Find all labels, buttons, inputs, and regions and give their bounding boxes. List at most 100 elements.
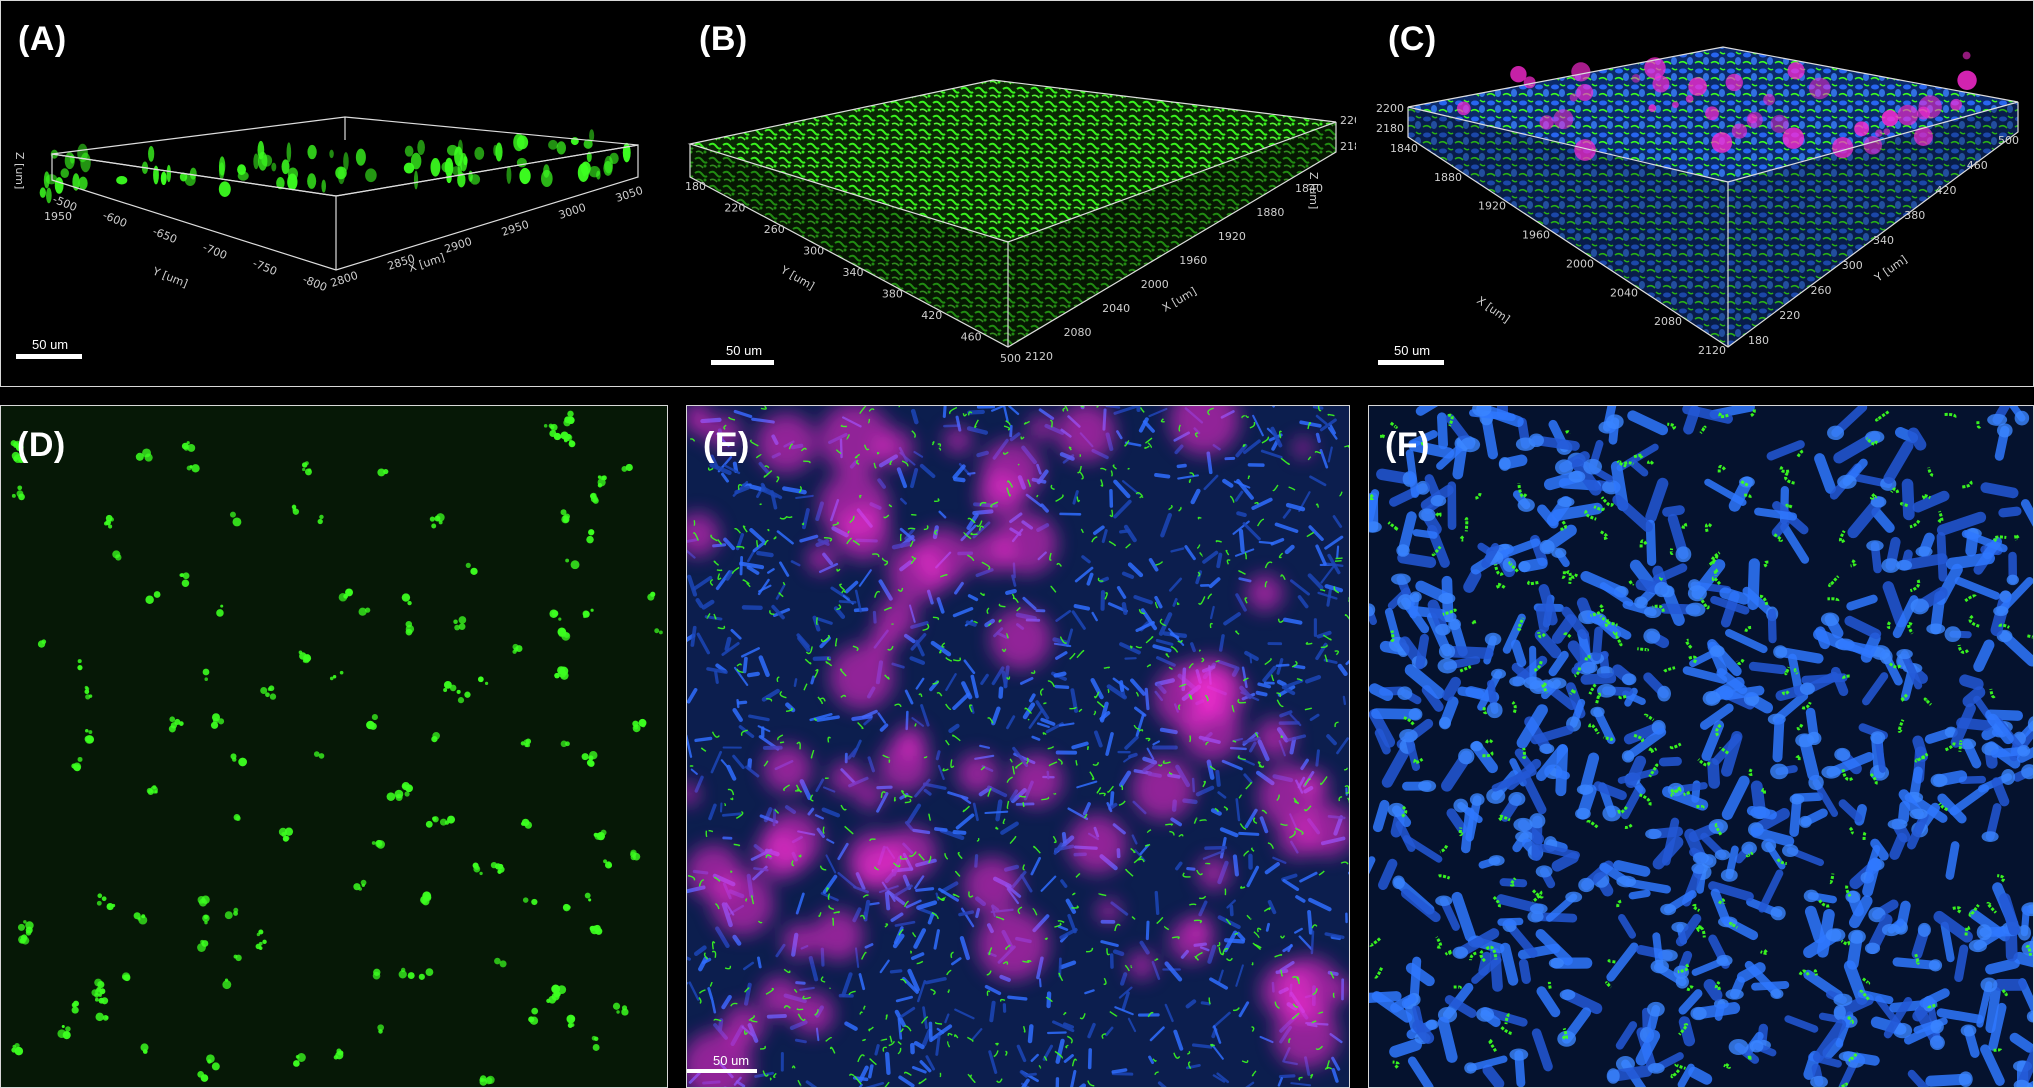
green-bacterium: [1289, 830, 1296, 839]
blue-hypha: [1509, 676, 1526, 687]
green-bacterium: [889, 460, 893, 466]
blue-hypha: [2001, 769, 2016, 785]
blue-hypha: [772, 608, 791, 617]
blue-hypha: [1121, 991, 1130, 1011]
green-cell: [217, 718, 225, 725]
panel-c-x-tick: 1960: [1522, 229, 1550, 242]
green-bacterium: [1250, 847, 1255, 852]
green-bacterium: [736, 668, 744, 674]
green-bacterium: [801, 522, 805, 526]
green-bacterium: [1133, 724, 1140, 730]
blue-hypha: [1324, 932, 1345, 939]
panel-c-y-tick: 420: [1936, 184, 1957, 197]
blue-hypha: [1001, 670, 1008, 688]
blue-hypha: [1446, 808, 1467, 834]
green-bacterium: [764, 465, 770, 469]
blue-hypha: [1101, 529, 1108, 544]
green-bacterium: [1326, 1060, 1330, 1069]
blue-hypha: [971, 1028, 983, 1041]
panel-f: (F): [1368, 405, 2034, 1088]
green-bacterium: [825, 661, 833, 667]
blue-hypha: [915, 887, 935, 892]
green-cell: [566, 1014, 576, 1024]
panel-e-magenta-clusters: [687, 406, 1349, 1087]
blue-hypha: [1678, 1016, 1696, 1047]
blue-hypha: [991, 666, 1005, 686]
green-bacterium: [1718, 412, 1731, 419]
green-bacterium: [1278, 552, 1284, 559]
green-bacterium: [1196, 869, 1204, 876]
green-bacterium: [798, 485, 802, 494]
blue-hypha: [1834, 747, 1851, 761]
blue-hypha: [1172, 597, 1178, 607]
green-cell: [568, 440, 574, 445]
blue-hypha: [1278, 1074, 1296, 1079]
blue-hypha: [965, 620, 977, 627]
green-cell: [432, 731, 440, 740]
green-cell: [377, 1024, 384, 1031]
green-bacterium: [928, 813, 932, 821]
magenta-cluster: [819, 470, 889, 541]
blue-hypha: [1087, 1048, 1092, 1070]
blue-hypha: [1438, 716, 1451, 730]
green-bacterium: [711, 941, 716, 950]
green-bacterium: [1307, 456, 1312, 461]
blue-hypha: [1643, 628, 1661, 644]
green-bacterium: [1271, 674, 1275, 682]
blue-hypha: [970, 704, 975, 714]
blue-hypha: [1961, 529, 2008, 553]
green-bacterium: [986, 607, 990, 615]
green-bacterium: [1003, 425, 1011, 431]
blue-hypha: [1146, 747, 1155, 760]
green-bacterium: [709, 579, 714, 586]
green-bacterium: [1317, 1011, 1324, 1014]
green-bacterium: [973, 620, 978, 624]
green-bacterium: [1189, 694, 1193, 700]
blue-hypha: [690, 625, 697, 647]
green-bacterium: [1251, 1070, 1257, 1077]
blue-hypha: [961, 681, 973, 700]
green-cell: [269, 693, 277, 700]
blue-hypha: [1124, 735, 1139, 750]
green-cell: [170, 722, 178, 729]
blue-hypha: [1128, 752, 1138, 759]
blue-hypha: [1005, 588, 1017, 595]
blue-hypha: [1928, 959, 1943, 972]
blue-hypha: [935, 892, 940, 901]
green-bacterium: [1298, 1076, 1303, 1081]
green-bacterium: [1254, 732, 1259, 738]
green-bacterium: [766, 697, 773, 702]
green-cell: [516, 157, 527, 168]
panel-c-x-tick: 2080: [1654, 315, 1682, 328]
green-cell: [99, 988, 106, 995]
green-cell: [519, 167, 531, 185]
blue-hypha: [1100, 940, 1119, 948]
green-cell: [150, 785, 158, 794]
blue-hypha: [952, 464, 966, 480]
blue-hypha: [1438, 643, 1456, 659]
blue-hypha: [1241, 666, 1248, 689]
green-cell: [453, 619, 458, 625]
green-bacterium: [903, 900, 909, 908]
blue-hypha: [782, 486, 807, 495]
green-bacterium: [937, 896, 945, 901]
green-bacterium: [1334, 650, 1339, 656]
blue-hypha: [1460, 437, 1481, 453]
green-bacterium: [987, 788, 992, 797]
green-bacterium: [1744, 493, 1752, 500]
blue-hypha: [733, 666, 749, 686]
blue-hypha: [1113, 499, 1132, 519]
green-cell: [338, 592, 348, 602]
blue-hypha: [1848, 895, 1873, 929]
blue-hypha: [894, 1009, 906, 1028]
blue-hypha: [1316, 630, 1332, 639]
blue-hypha: [863, 717, 873, 726]
blue-hypha: [1139, 844, 1150, 856]
green-cell: [479, 1077, 484, 1083]
green-bacterium: [1249, 421, 1256, 429]
panel-c-y-tick: 220: [1779, 309, 1800, 322]
blue-hypha: [749, 528, 765, 543]
green-bacterium: [1264, 580, 1268, 588]
blue-hypha: [1159, 727, 1178, 735]
blue-hypha: [1548, 958, 1564, 969]
